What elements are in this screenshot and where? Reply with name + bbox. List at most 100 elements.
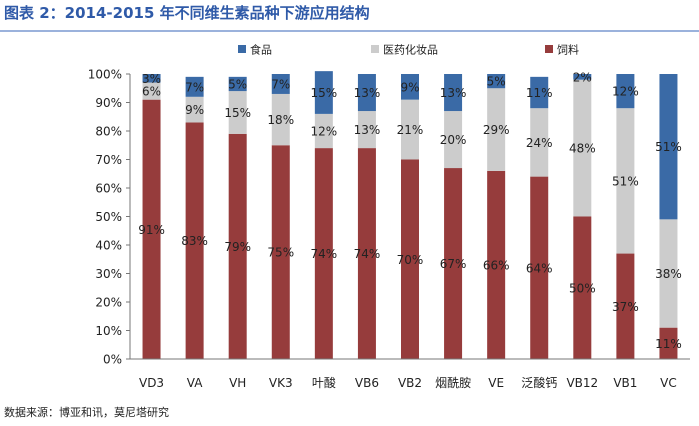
data-label: 3% — [142, 72, 161, 86]
bar-segment — [271, 74, 290, 94]
y-tick-label: 0% — [103, 353, 122, 367]
data-label: 18% — [267, 113, 294, 127]
x-tick-label: VE — [488, 376, 504, 390]
bar-segment — [616, 253, 635, 359]
data-label: 51% — [655, 140, 682, 154]
bar-segment — [228, 133, 247, 359]
bar-segment — [401, 99, 419, 160]
data-label: 13% — [354, 123, 381, 137]
bar-segment — [185, 76, 204, 97]
data-label: 9% — [400, 80, 419, 94]
data-label: 5% — [228, 77, 247, 91]
bar-segment — [530, 108, 549, 177]
data-label: 74% — [311, 247, 338, 261]
title-rule — [0, 30, 699, 32]
bar-segment — [228, 76, 247, 92]
data-label: 67% — [440, 257, 467, 271]
bar-segment — [271, 93, 290, 146]
y-tick-label: 40% — [95, 239, 122, 253]
bar-segment — [487, 88, 506, 171]
data-label: 74% — [354, 247, 381, 261]
data-label: 38% — [655, 267, 682, 281]
bar-segment — [530, 176, 549, 359]
x-tick-label: 泛酸钙 — [521, 375, 557, 390]
bar-segment — [573, 74, 592, 80]
x-tick-label: VB1 — [613, 376, 637, 390]
bar-segment — [659, 219, 678, 328]
bar-segment — [401, 159, 419, 359]
data-label: 21% — [397, 123, 424, 137]
y-tick-label: 50% — [95, 210, 122, 224]
data-source: 数据来源：博亚和讯，莫尼塔研究 — [4, 406, 169, 419]
bar-segment — [142, 82, 161, 100]
bar-segment — [271, 145, 290, 359]
y-tick-label: 30% — [95, 267, 122, 281]
bar-segment — [487, 74, 506, 89]
y-axis: 0% 10% 20% 30% 40% 50% 60% 70% 80% 90% 100% — [88, 68, 131, 367]
data-label: 15% — [311, 86, 338, 100]
legend-label-1: 医药化妆品 — [383, 43, 438, 57]
bar-segment — [487, 170, 506, 359]
bar-segment — [616, 74, 635, 109]
data-label: 79% — [224, 240, 251, 254]
chart-title: 图表 2：2014-2015 年不同维生素品种下游应用结构 — [4, 4, 370, 22]
y-tick-label: 100% — [88, 68, 122, 82]
bar-segment — [659, 327, 678, 359]
bar-segment — [659, 74, 678, 220]
data-label: 48% — [569, 142, 596, 156]
bar-segment — [314, 148, 333, 359]
x-tick-label: VB6 — [355, 376, 379, 390]
y-tick-label: 70% — [95, 153, 122, 167]
data-label: 9% — [185, 103, 204, 117]
x-tick-label: VA — [187, 376, 203, 390]
legend-swatch-2 — [545, 45, 553, 53]
data-label: 6% — [142, 85, 161, 99]
data-label: 15% — [224, 106, 251, 120]
x-tick-label: VK3 — [269, 376, 293, 390]
legend-label-0: 食品 — [250, 43, 272, 57]
bar-segment — [444, 111, 463, 169]
bar-segment — [444, 168, 463, 359]
data-label: 13% — [354, 86, 381, 100]
y-tick-label: 10% — [95, 324, 122, 338]
bar-segment — [616, 108, 635, 254]
data-label: 2% — [573, 70, 592, 84]
bar-segment — [314, 113, 333, 149]
data-label: 64% — [526, 261, 553, 275]
data-label: 7% — [185, 80, 204, 94]
y-tick-label: 80% — [95, 125, 122, 139]
legend-swatch-0 — [238, 45, 246, 53]
data-label: 5% — [487, 75, 506, 89]
bar-segment — [142, 74, 161, 83]
bar-segment — [573, 216, 592, 359]
bar-segment — [444, 74, 463, 112]
bars: 91% 6%3% 83% 9% 7% 79% 15% 5% 75% 18% 7% 74% 12% 15% 7… — [138, 70, 682, 360]
data-label: 11% — [655, 337, 682, 351]
data-label: 24% — [526, 136, 553, 150]
data-label: 12% — [612, 85, 639, 99]
data-label: 20% — [440, 133, 467, 147]
data-label: 37% — [612, 300, 639, 314]
bar-segment — [357, 148, 376, 359]
data-label: 29% — [483, 123, 510, 137]
legend-swatch-1 — [371, 45, 379, 53]
x-tick-label: VH — [229, 376, 246, 390]
data-label: 50% — [569, 281, 596, 295]
y-tick-label: 60% — [95, 182, 122, 196]
data-label: 75% — [267, 246, 294, 260]
bar-segment — [573, 79, 592, 217]
bar-segment — [314, 71, 333, 114]
bar-segment — [185, 96, 204, 123]
bar-segment — [357, 74, 376, 112]
data-label: 13% — [440, 86, 467, 100]
data-label: 83% — [181, 234, 208, 248]
bar-segment — [228, 91, 247, 134]
bar-segment — [530, 76, 549, 109]
legend-label-2: 饲料 — [557, 43, 579, 57]
x-tick-label: VD3 — [139, 376, 164, 390]
data-label: 12% — [311, 125, 338, 139]
data-label: 91% — [138, 223, 165, 237]
data-label: 70% — [397, 253, 424, 267]
bar-segment — [357, 111, 376, 149]
